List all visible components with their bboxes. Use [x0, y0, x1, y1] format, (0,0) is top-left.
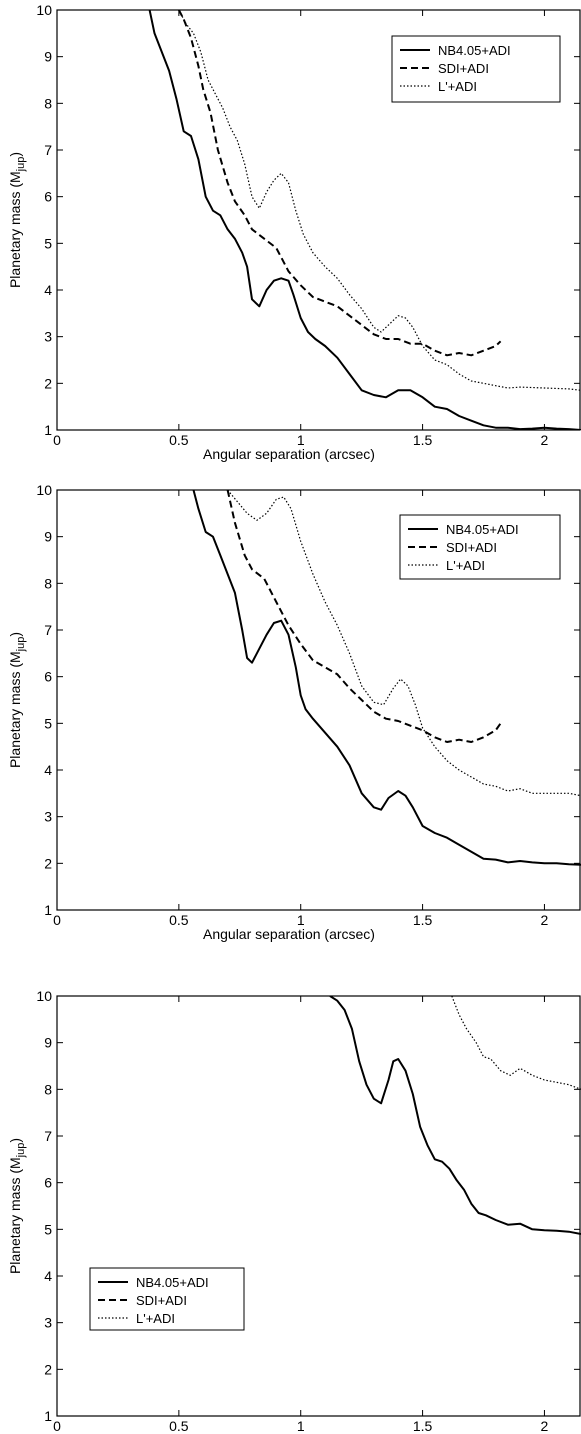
y-tick-label: 1 — [44, 422, 52, 438]
y-tick-label: 6 — [44, 669, 52, 685]
chart-panel-top: 0 0.5 1 1.5 2 1 2 3 4 5 6 7 8 9 10 Angular separation (… — [7, 2, 581, 462]
y-tick-label: 5 — [44, 1221, 52, 1237]
x-axis-label: Angular separation (arcsec) — [203, 446, 375, 462]
series-line-2 — [227, 490, 581, 797]
x-tick-label: 1.5 — [413, 432, 433, 448]
series-line-0 — [192, 490, 581, 866]
y-tick-label: 8 — [44, 575, 52, 591]
legend-label: NB4.05+ADI — [438, 43, 511, 58]
x-tick-label: 1.5 — [413, 912, 433, 928]
y-tick-label: 2 — [44, 375, 52, 391]
chart-panel-bottom: 0 0.5 1 1.5 2 1 2 3 4 5 6 7 8 9 10 Angular separation (… — [7, 988, 581, 1434]
y-tick-label: 3 — [44, 1315, 52, 1331]
y-tick-label: 8 — [44, 1081, 52, 1097]
y-tick-label: 6 — [44, 189, 52, 205]
y-axis-label: Planetary mass (Mjup) — [7, 152, 27, 288]
y-tick-label: 9 — [44, 49, 52, 65]
y-tick-label: 2 — [44, 855, 52, 871]
legend-box — [399, 514, 561, 580]
x-axis-label: Angular separation (arcsec) — [203, 926, 375, 942]
legend-label: SDI+ADI — [136, 1293, 187, 1308]
chart-panel-middle: 0 0.5 1 1.5 2 1 2 3 4 5 6 7 8 9 10 Angular separation (… — [7, 482, 581, 942]
y-tick-label: 4 — [44, 1268, 52, 1284]
y-axis-label: Planetary mass (Mjup) — [7, 1138, 27, 1274]
legend-label: L'+ADI — [446, 558, 485, 573]
y-tick-label: 6 — [44, 1175, 52, 1191]
y-tick-label: 9 — [44, 1035, 52, 1051]
y-tick-label: 7 — [44, 142, 52, 158]
series-line-0 — [148, 10, 581, 430]
x-tick-label: 2 — [541, 1418, 549, 1434]
y-tick-label: 8 — [44, 95, 52, 111]
y-tick-label: 1 — [44, 902, 52, 918]
plot-frame — [56, 9, 581, 431]
x-tick-label: 1 — [297, 1418, 305, 1434]
legend-label: SDI+ADI — [446, 540, 497, 555]
x-tick-label: 0.5 — [169, 432, 189, 448]
y-tick-label: 7 — [44, 622, 52, 638]
y-tick-label: 4 — [44, 762, 52, 778]
series-line-2 — [451, 996, 581, 1090]
legend-label: L'+ADI — [136, 1311, 175, 1326]
x-tick-label: 2 — [541, 432, 549, 448]
y-tick-label: 3 — [44, 329, 52, 345]
series-line-0 — [329, 996, 581, 1235]
x-tick-label: 0 — [53, 912, 61, 928]
y-tick-label: 3 — [44, 809, 52, 825]
x-tick-label: 0 — [53, 432, 61, 448]
plot-frame — [56, 995, 581, 1417]
y-tick-label: 9 — [44, 529, 52, 545]
x-tick-label: 0.5 — [169, 912, 189, 928]
y-axis-label: Planetary mass (Mjup) — [7, 632, 27, 768]
y-tick-label: 10 — [36, 2, 52, 18]
y-tick-label: 2 — [44, 1361, 52, 1377]
series-line-1 — [226, 490, 502, 743]
x-tick-label: 1 — [297, 912, 305, 928]
series-line-2 — [178, 10, 581, 391]
y-tick-label: 1 — [44, 1408, 52, 1424]
legend-label: L'+ADI — [438, 79, 477, 94]
y-tick-label: 5 — [44, 715, 52, 731]
x-tick-label: 1.5 — [413, 1418, 433, 1434]
legend-label: NB4.05+ADI — [136, 1275, 209, 1290]
legend-label: SDI+ADI — [438, 61, 489, 76]
y-tick-label: 10 — [36, 482, 52, 498]
y-tick-label: 7 — [44, 1128, 52, 1144]
series-line-1 — [178, 10, 502, 357]
x-tick-label: 0.5 — [169, 1418, 189, 1434]
x-axis-label: Angular separation (arcsec) — [203, 1432, 375, 1434]
y-tick-label: 4 — [44, 282, 52, 298]
x-tick-label: 1 — [297, 432, 305, 448]
y-tick-label: 5 — [44, 235, 52, 251]
x-tick-label: 0 — [53, 1418, 61, 1434]
plot-frame — [56, 489, 581, 911]
legend-box — [391, 35, 561, 103]
y-tick-label: 10 — [36, 988, 52, 1004]
legend-label: NB4.05+ADI — [446, 522, 519, 537]
x-tick-label: 2 — [541, 912, 549, 928]
